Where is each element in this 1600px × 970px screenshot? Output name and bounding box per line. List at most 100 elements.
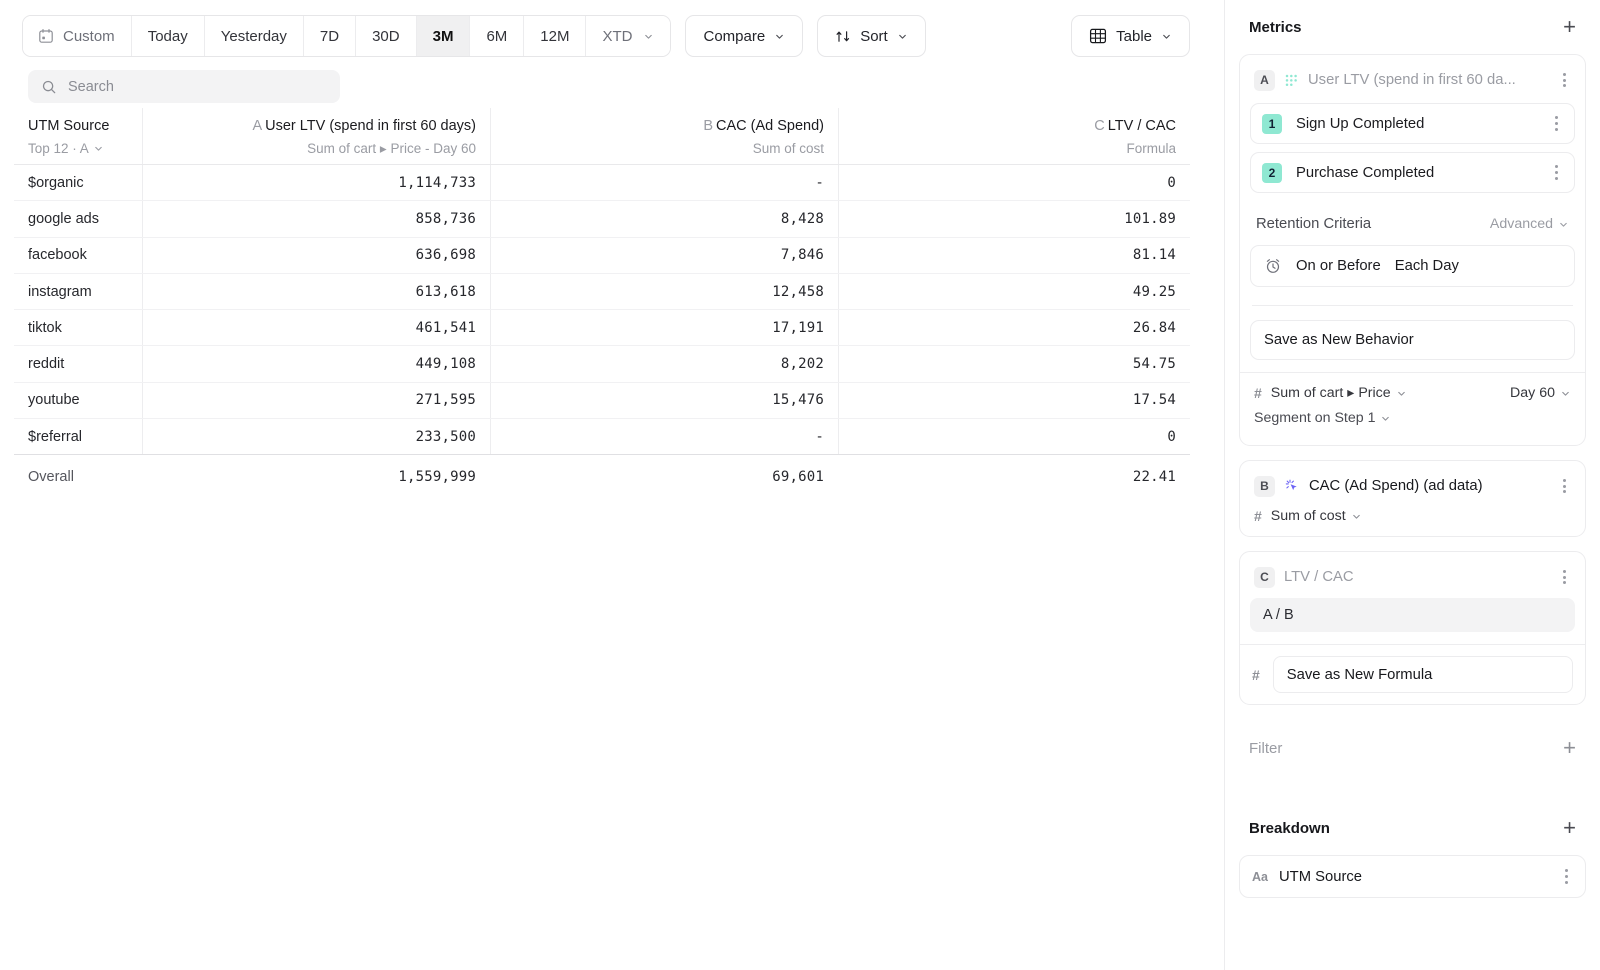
cell-ratio: 26.84 xyxy=(1132,319,1176,336)
date-range-segmented-control[interactable]: Custom Today Yesterday 7D 30D 3M 6M 12M … xyxy=(22,15,672,57)
hash-icon: # xyxy=(1252,666,1260,683)
breakdown-item-label: UTM Source xyxy=(1278,868,1363,885)
table-row[interactable]: tiktok 461,541 17,191 26.84 xyxy=(14,310,1190,347)
cell-cac: - xyxy=(815,428,824,445)
formula-input[interactable]: A / B xyxy=(1250,598,1575,632)
step-1-more-icon[interactable] xyxy=(1549,111,1563,136)
date-segment-30d-label: 30D xyxy=(372,27,400,45)
save-as-new-formula-button[interactable]: Save as New Formula xyxy=(1272,656,1573,693)
date-segment-today[interactable]: Today xyxy=(131,16,205,56)
cell-ltv: 449,108 xyxy=(415,356,476,373)
sort-button[interactable]: Sort xyxy=(817,15,926,57)
metric-a-segment-row: Segment on Step 1 xyxy=(1254,410,1571,426)
metric-a-segment-dropdown[interactable]: Segment on Step 1 xyxy=(1254,410,1391,426)
date-segment-7d[interactable]: 7D xyxy=(303,16,357,56)
table-row[interactable]: instagram 613,618 12,458 49.25 xyxy=(14,273,1190,311)
date-segment-3m[interactable]: 3M xyxy=(416,16,471,56)
date-segment-6m[interactable]: 6M xyxy=(470,16,525,56)
metric-c-footer: # Save as New Formula xyxy=(1240,644,1585,704)
metric-b-measure[interactable]: Sum of cost xyxy=(1271,508,1362,524)
retention-condition-row[interactable]: On or Before Each Day xyxy=(1250,245,1575,287)
metric-a-measure[interactable]: Sum of cart ▸ Price xyxy=(1271,385,1407,401)
date-segment-yesterday-label: Yesterday xyxy=(220,27,287,45)
date-segment-6m-label: 6M xyxy=(486,27,508,45)
table-row[interactable]: reddit 449,108 8,202 54.75 xyxy=(14,346,1190,383)
metric-a-header[interactable]: A User LTV (spend in first 60 da... xyxy=(1250,65,1575,95)
search-placeholder: Search xyxy=(68,78,114,95)
metrics-section-header: Metrics + xyxy=(1239,0,1586,54)
add-filter-button[interactable]: + xyxy=(1563,735,1576,760)
date-segment-yesterday[interactable]: Yesterday xyxy=(204,16,304,56)
cell-ltv: 613,618 xyxy=(415,283,476,300)
table-row[interactable]: $organic 1,114,733 - 0 xyxy=(14,165,1190,202)
metric-a-measure-label: Sum of cart ▸ Price xyxy=(1270,385,1391,401)
metric-letter-a: A xyxy=(252,118,263,134)
search-input[interactable]: Search xyxy=(28,70,340,103)
metric-b-title: CAC (Ad Spend) (ad data) xyxy=(1309,478,1483,494)
sort-button-label: Sort xyxy=(860,27,888,45)
results-table: UTM Source Top 12 · A A User LTV (spend i… xyxy=(14,108,1190,499)
column-title-c: C LTV / CAC xyxy=(839,117,1176,136)
metric-b-header[interactable]: B CAC (Ad Spend) (ad data) xyxy=(1250,471,1575,501)
column-header-utm-source[interactable]: UTM Source Top 12 · A xyxy=(14,108,142,164)
date-segment-custom[interactable]: Custom xyxy=(23,16,132,56)
table-row[interactable]: $referral 233,500 - 0 xyxy=(14,419,1190,456)
metric-a-day-dropdown[interactable]: Day 60 xyxy=(1510,385,1571,401)
table-row[interactable]: google ads 858,736 8,428 101.89 xyxy=(14,201,1190,238)
column-subtitle-group[interactable]: Top 12 · A xyxy=(28,139,142,158)
metric-c-more-icon[interactable] xyxy=(1557,564,1571,589)
metric-letter-b: B xyxy=(703,118,713,134)
metric-a-step-2[interactable]: 2 Purchase Completed xyxy=(1250,152,1575,193)
metric-a-footer: # Sum of cart ▸ Price Day 60 xyxy=(1240,372,1585,445)
metric-badge-c: C xyxy=(1254,566,1275,588)
metric-c-header[interactable]: C LTV / CAC xyxy=(1250,562,1575,592)
table-row[interactable]: facebook 636,698 7,846 81.14 xyxy=(14,237,1190,274)
metric-a-step-1[interactable]: 1 Sign Up Completed xyxy=(1250,103,1575,144)
measure-group[interactable]: # Sum of cart ▸ Price xyxy=(1254,385,1407,401)
retention-mode-dropdown[interactable]: Advanced xyxy=(1490,216,1569,232)
view-type-table-button[interactable]: Table xyxy=(1071,15,1190,57)
column-header-metric-a[interactable]: A User LTV (spend in first 60 days) Sum o… xyxy=(142,108,490,164)
toolbar: Custom Today Yesterday 7D 30D 3M 6M 12M … xyxy=(0,14,1224,58)
date-segment-12m[interactable]: 12M xyxy=(524,16,587,56)
breakdown-item-utm-source[interactable]: Aa UTM Source xyxy=(1239,855,1586,898)
formula-value: A / B xyxy=(1263,607,1294,623)
overall-label: Overall xyxy=(28,469,74,486)
date-segment-xtd[interactable]: XTD xyxy=(586,16,671,56)
cell-ratio: 0 xyxy=(1167,174,1176,191)
cell-ltv: 233,500 xyxy=(415,428,476,445)
date-segment-30d[interactable]: 30D xyxy=(356,16,417,56)
step-2-more-icon[interactable] xyxy=(1549,160,1563,185)
chevron-down-icon xyxy=(774,31,785,42)
metric-b-more-icon[interactable] xyxy=(1557,473,1571,498)
retention-condition-label: On or Before xyxy=(1296,258,1381,274)
metric-a-segment-label: Segment on Step 1 xyxy=(1254,410,1376,426)
step-label-2: Purchase Completed xyxy=(1296,164,1435,181)
breakdown-item-more-icon[interactable] xyxy=(1559,864,1573,889)
metric-a-more-icon[interactable] xyxy=(1557,67,1571,92)
compare-button[interactable]: Compare xyxy=(685,15,804,57)
column-header-metric-c[interactable]: C LTV / CAC Formula xyxy=(838,108,1190,164)
main-panel: Custom Today Yesterday 7D 30D 3M 6M 12M … xyxy=(0,14,1224,499)
cell-ltv: 636,698 xyxy=(415,247,476,264)
retention-mode-label: Advanced xyxy=(1489,216,1553,232)
table-header-row: UTM Source Top 12 · A A User LTV (spend i… xyxy=(14,108,1190,165)
calendar-icon xyxy=(38,28,54,44)
metric-badge-b: B xyxy=(1254,475,1275,497)
add-breakdown-button[interactable]: + xyxy=(1563,815,1576,840)
metric-card-a: A User LTV (spend in first 60 da... 1 Si… xyxy=(1239,54,1586,446)
metric-a-measure-row: # Sum of cart ▸ Price Day 60 xyxy=(1254,385,1571,401)
breakdown-title: Breakdown xyxy=(1249,819,1330,837)
retention-criteria-title: Retention Criteria xyxy=(1256,216,1372,232)
cell-cac: 7,846 xyxy=(780,247,824,264)
text-type-icon: Aa xyxy=(1252,869,1268,884)
column-header-metric-b[interactable]: B CAC (Ad Spend) Sum of cost xyxy=(490,108,838,164)
column-title-text-a: User LTV (spend in first 60 days) xyxy=(265,118,476,134)
column-subtitle-b: Sum of cost xyxy=(752,141,824,156)
save-as-new-behavior-button[interactable]: Save as New Behavior xyxy=(1250,320,1575,360)
add-metric-button[interactable]: + xyxy=(1563,14,1576,39)
metric-b-measure-group[interactable]: # Sum of cost xyxy=(1254,508,1362,524)
save-formula-label: Save as New Formula xyxy=(1286,666,1433,683)
table-row[interactable]: youtube 271,595 15,476 17.54 xyxy=(14,382,1190,420)
